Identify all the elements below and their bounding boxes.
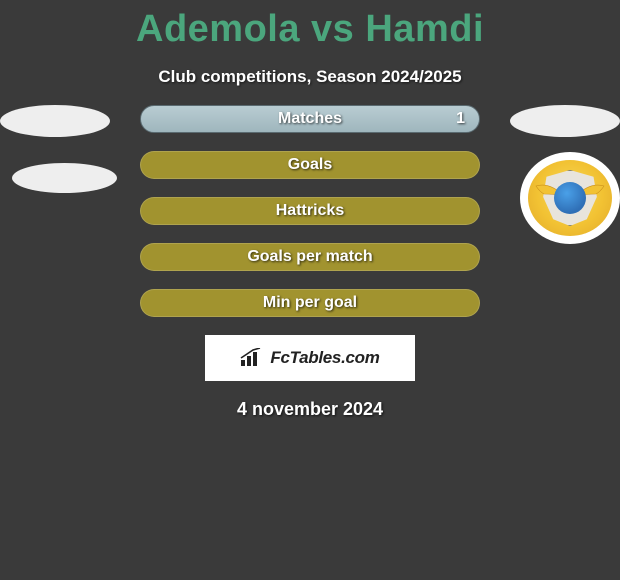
stat-label: Goals per match: [247, 248, 372, 266]
stat-bar-matches: Matches 1: [140, 105, 480, 133]
brand-box: FcTables.com: [205, 335, 415, 381]
comparison-card: Ademola vs Hamdi Club competitions, Seas…: [0, 0, 620, 580]
stat-label: Min per goal: [263, 294, 357, 312]
stat-bar-min-per-goal: Min per goal: [140, 289, 480, 317]
club-left-avatar-placeholder: [12, 163, 117, 193]
player-left-avatar-placeholder: [0, 105, 110, 137]
stat-value-right: 1: [456, 110, 465, 128]
stat-bar-goals: Goals: [140, 151, 480, 179]
date-text: 4 november 2024: [0, 399, 620, 420]
bar-chart-icon: [240, 348, 266, 368]
club-right-badge: [520, 152, 620, 244]
season-subtitle: Club competitions, Season 2024/2025: [0, 67, 620, 87]
brand-label: FcTables.com: [270, 348, 379, 368]
player-right-avatar-placeholder: [510, 105, 620, 137]
stat-label: Matches: [278, 110, 342, 128]
stats-area: Matches 1 Goals Hattricks Goals per matc…: [0, 105, 620, 317]
ball-icon: [554, 182, 586, 214]
page-title: Ademola vs Hamdi: [0, 0, 620, 51]
stat-label: Hattricks: [276, 202, 344, 220]
stat-bar-hattricks: Hattricks: [140, 197, 480, 225]
stat-bar-goals-per-match: Goals per match: [140, 243, 480, 271]
stat-label: Goals: [288, 156, 332, 174]
